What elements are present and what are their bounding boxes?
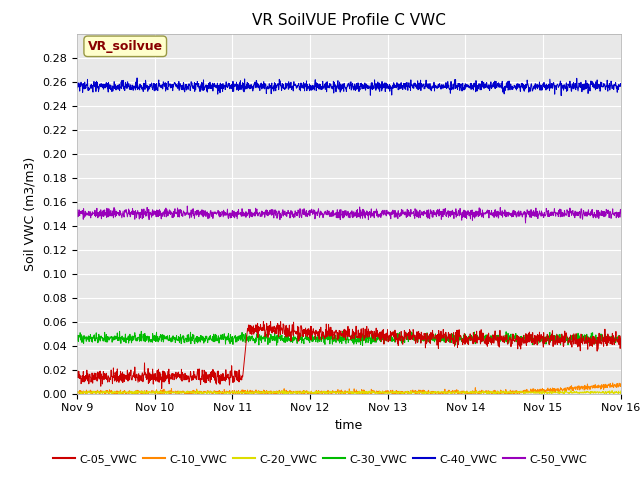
Title: VR SoilVUE Profile C VWC: VR SoilVUE Profile C VWC xyxy=(252,13,445,28)
Legend: C-05_VWC, C-10_VWC, C-20_VWC, C-30_VWC, C-40_VWC, C-50_VWC: C-05_VWC, C-10_VWC, C-20_VWC, C-30_VWC, … xyxy=(48,450,592,469)
Text: VR_soilvue: VR_soilvue xyxy=(88,40,163,53)
X-axis label: time: time xyxy=(335,419,363,432)
Y-axis label: Soil VWC (m3/m3): Soil VWC (m3/m3) xyxy=(24,156,36,271)
